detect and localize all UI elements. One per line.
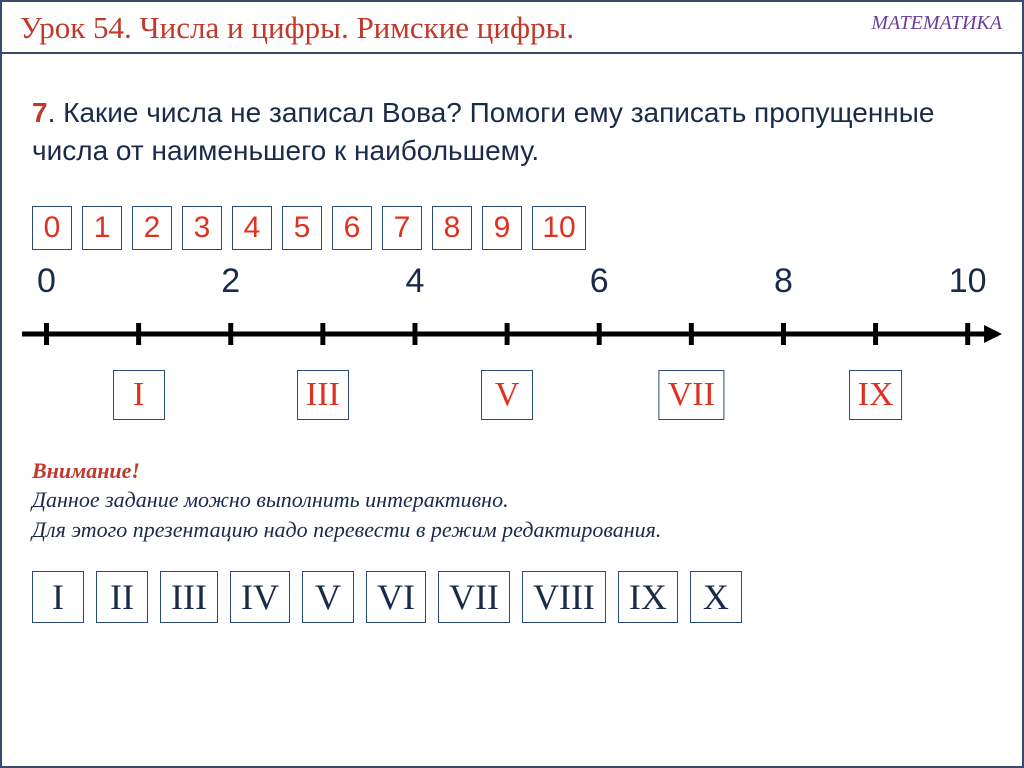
roman-under-axis: IIIIVVIIIX: [22, 370, 1002, 430]
arabic-number-box: 6: [332, 206, 372, 250]
roman-under-box: IX: [849, 370, 903, 420]
axis-tick-label: 8: [774, 262, 793, 301]
arabic-number-box: 1: [82, 206, 122, 250]
roman-full-box: I: [32, 571, 84, 623]
roman-under-box: V: [481, 370, 533, 420]
lesson-title: Урок 54. Числа и цифры. Римские цифры.: [20, 10, 574, 46]
task-text: 7. Какие числа не записал Вова? Помоги е…: [2, 54, 1022, 170]
axis-tick-label: 10: [949, 262, 987, 301]
arabic-number-box: 3: [182, 206, 222, 250]
arabic-number-box: 7: [382, 206, 422, 250]
roman-full-row: I II III IV V VI VII VIII IX X: [2, 545, 1022, 623]
roman-full-box: IX: [618, 571, 678, 623]
roman-under-box: I: [113, 370, 165, 420]
roman-full-box: VIII: [522, 571, 606, 623]
arabic-number-box: 10: [532, 206, 586, 250]
subject-label: МАТЕМАТИКА: [871, 10, 1002, 35]
slide-container: Урок 54. Числа и цифры. Римские цифры. М…: [0, 0, 1024, 768]
axis-labels: 0 2 4 6 8 10: [22, 262, 1002, 302]
roman-full-box: III: [160, 571, 218, 623]
attention-block: Внимание! Данное задание можно выполнить…: [2, 416, 1022, 545]
arabic-number-box: 8: [432, 206, 472, 250]
arabic-number-box: 0: [32, 206, 72, 250]
attention-line2: Для этого презентацию надо перевести в р…: [32, 516, 992, 545]
axis-tick-label: 0: [37, 262, 56, 301]
arabic-number-box: 9: [482, 206, 522, 250]
task-number: 7: [32, 97, 48, 128]
roman-full-box: VII: [438, 571, 510, 623]
roman-under-box: III: [297, 370, 349, 420]
number-line: 0246810 IIIIVVIIIX: [22, 306, 1002, 416]
arabic-number-box: 5: [282, 206, 322, 250]
attention-line1: Данное задание можно выполнить интеракти…: [32, 486, 992, 515]
axis-tick-label: 6: [590, 262, 609, 301]
arabic-numbers-row: 0 1 2 3 4 5 6 7 8 9 10: [2, 170, 1022, 250]
roman-full-box: X: [690, 571, 742, 623]
task-body: . Какие числа не записал Вова? Помоги ем…: [32, 97, 934, 166]
header-row: Урок 54. Числа и цифры. Римские цифры. М…: [2, 2, 1022, 46]
roman-full-box: II: [96, 571, 148, 623]
attention-title: Внимание!: [32, 458, 992, 484]
axis-tick-label: 4: [406, 262, 425, 301]
roman-full-box: IV: [230, 571, 290, 623]
roman-under-box: VII: [659, 370, 724, 420]
roman-full-box: V: [302, 571, 354, 623]
arabic-number-box: 2: [132, 206, 172, 250]
arabic-number-box: 4: [232, 206, 272, 250]
roman-full-box: VI: [366, 571, 426, 623]
axis-tick-label: 2: [221, 262, 240, 301]
